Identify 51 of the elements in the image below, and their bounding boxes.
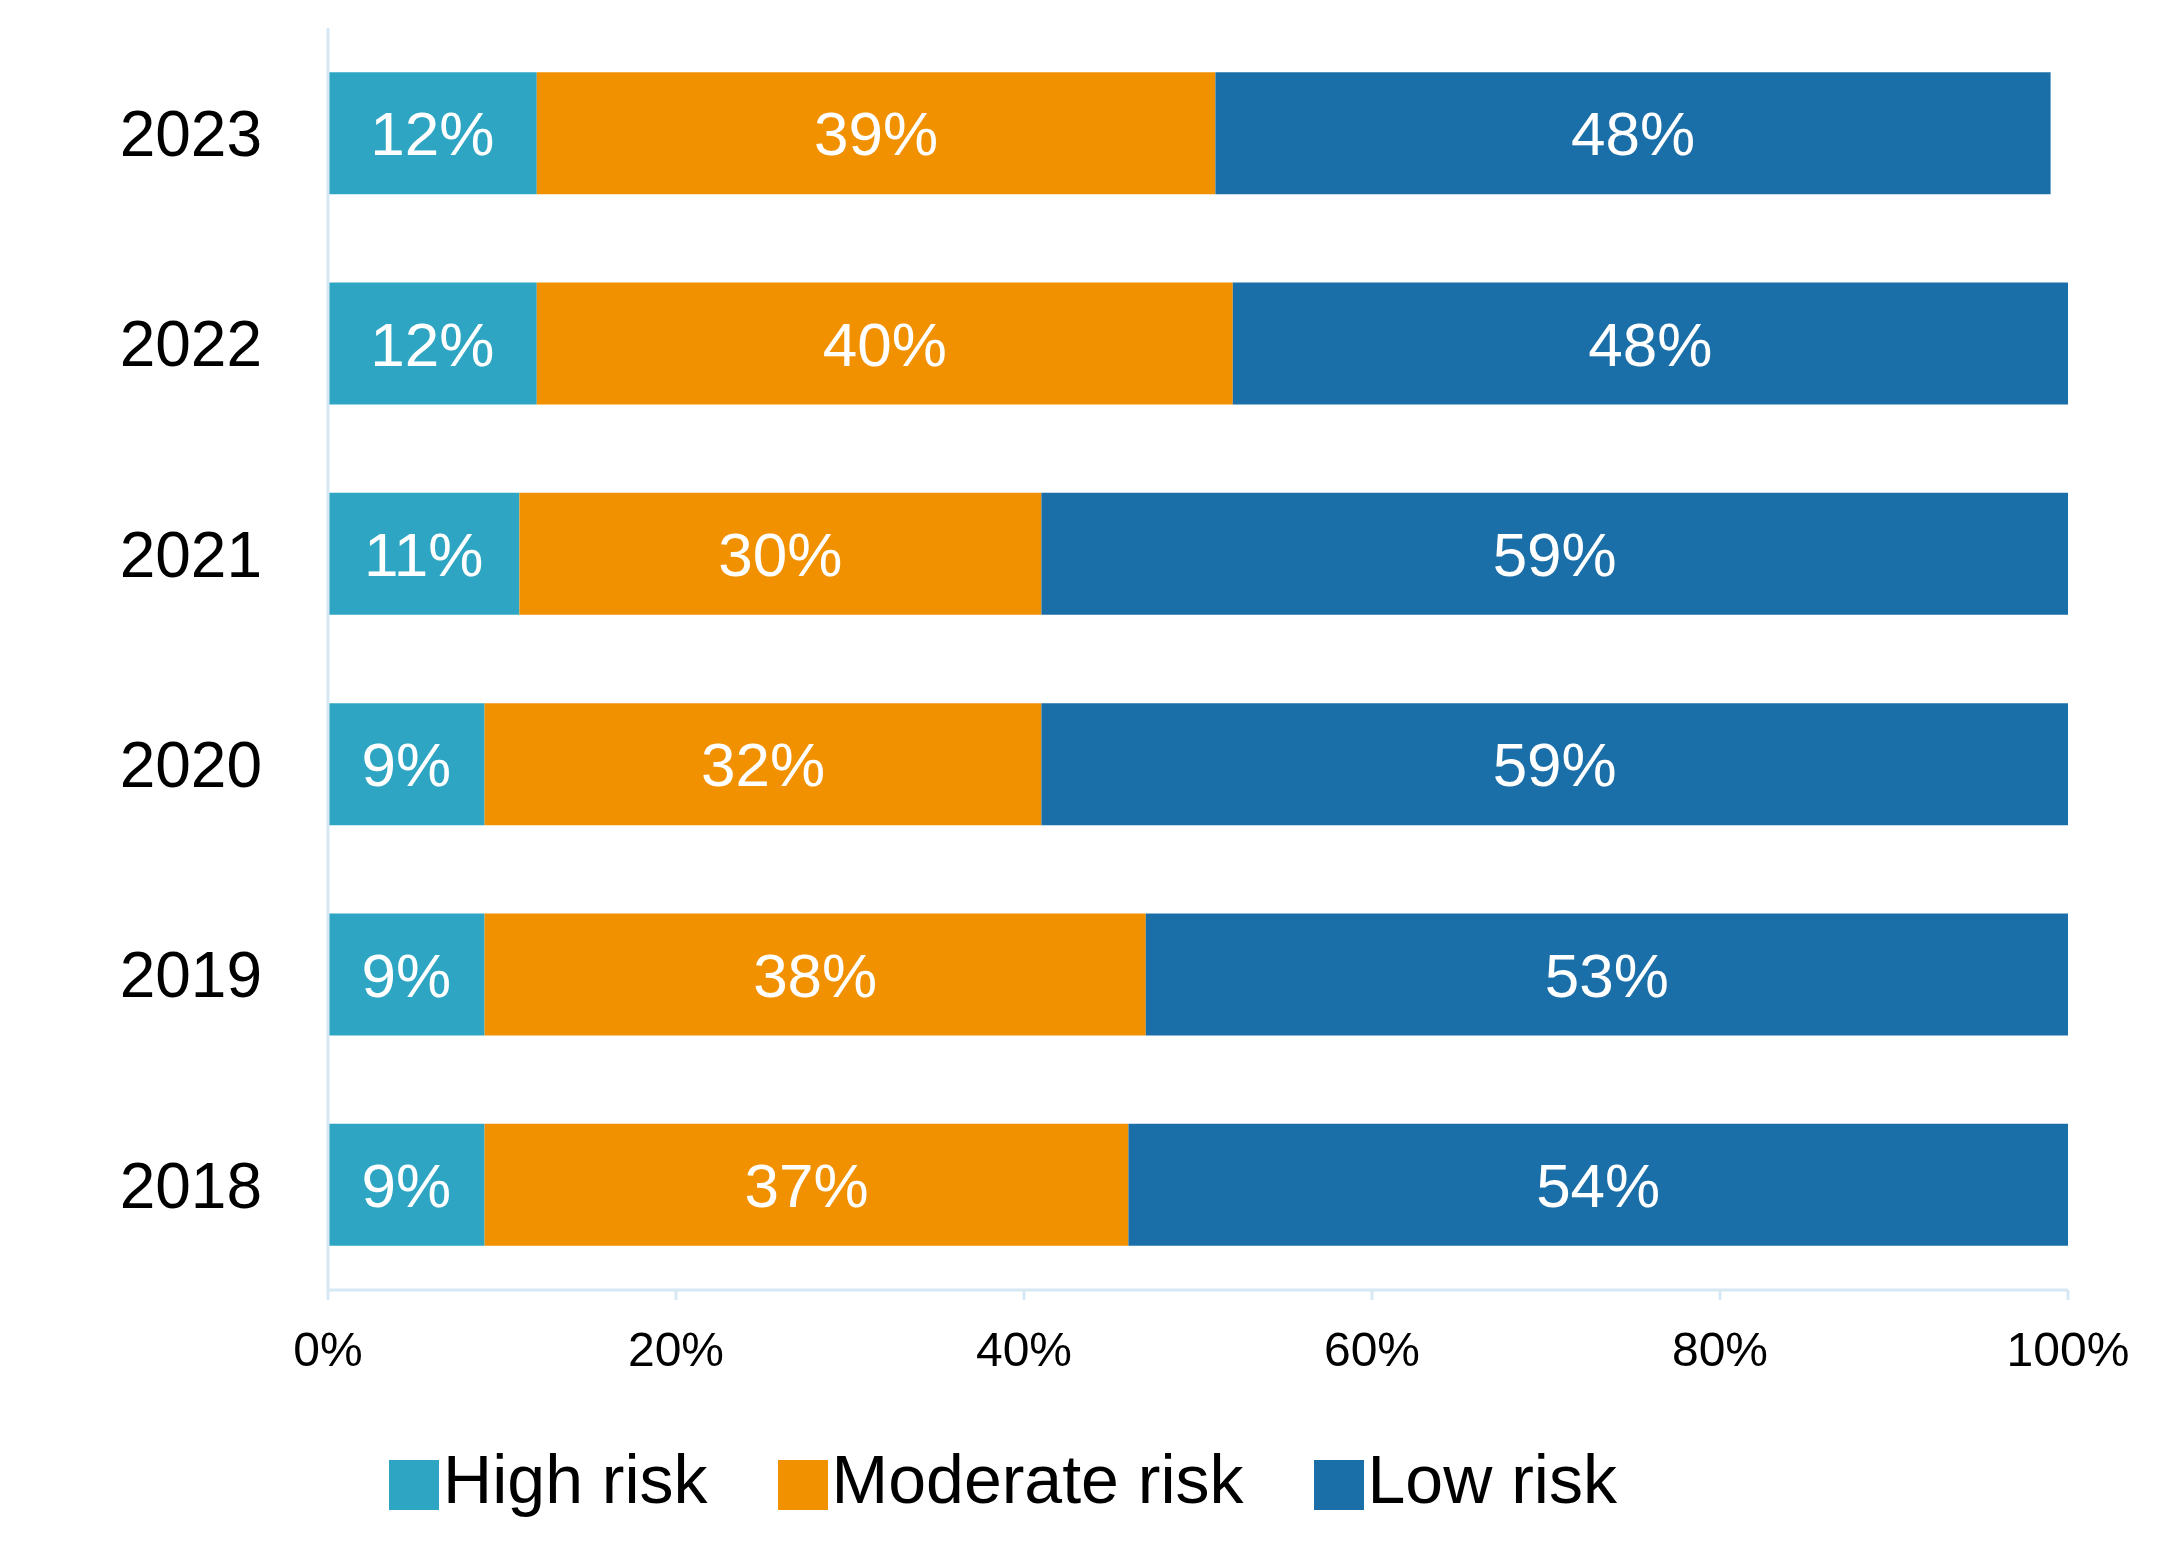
bar [536,282,1233,405]
bar [1215,72,2051,195]
bar [484,913,1146,1036]
bar [328,703,485,826]
bar [484,1123,1129,1246]
bar [484,703,1042,826]
data-label: 40% [822,309,947,379]
data-label: 59% [1492,519,1617,589]
bar [328,72,537,195]
bar [519,492,1042,615]
legend-label: High risk [443,1441,708,1517]
y-tick-label: 2022 [119,308,262,381]
y-tick-label: 2021 [119,518,262,591]
data-label: 12% [370,99,495,169]
x-tick-label: 20% [627,1323,725,1377]
y-tick-label: 2023 [119,97,262,170]
data-label: 37% [744,1150,869,1220]
x-tick-label: 80% [1671,1323,1769,1377]
data-label: 48% [1570,99,1696,169]
y-tick-label: 2018 [119,1149,262,1222]
data-label: 53% [1544,940,1669,1010]
y-tick-label: 2020 [119,728,262,801]
bar [1041,492,2068,615]
data-label: 11% [363,519,484,589]
bar [1232,282,2068,405]
bar [328,1123,485,1246]
data-label: 9% [361,730,452,800]
data-label: 54% [1536,1150,1661,1220]
bar [1128,1123,2068,1246]
data-label: 59% [1492,730,1617,800]
data-label: 12% [370,309,495,379]
data-label: 38% [753,940,878,1010]
data-label: 30% [718,519,843,589]
data-label: 9% [361,1150,452,1220]
bar [328,282,537,405]
legend-label: Low risk [1367,1441,1617,1517]
data-label: 32% [700,730,826,800]
data-label: 9% [361,940,452,1010]
x-tick-label: 60% [1323,1323,1421,1377]
bar [1041,703,2068,826]
x-tick-label: 100% [2006,1323,2130,1377]
bar [536,72,1216,195]
data-label: 39% [814,99,939,169]
bar [328,492,520,615]
data-label: 48% [1588,309,1713,379]
y-tick-label: 2019 [119,939,262,1012]
bar [1145,913,2068,1036]
x-tick-label: 40% [975,1323,1073,1377]
legend-label: Moderate risk [831,1441,1244,1517]
x-tick-label: 0% [293,1323,363,1377]
bar [328,913,485,1036]
